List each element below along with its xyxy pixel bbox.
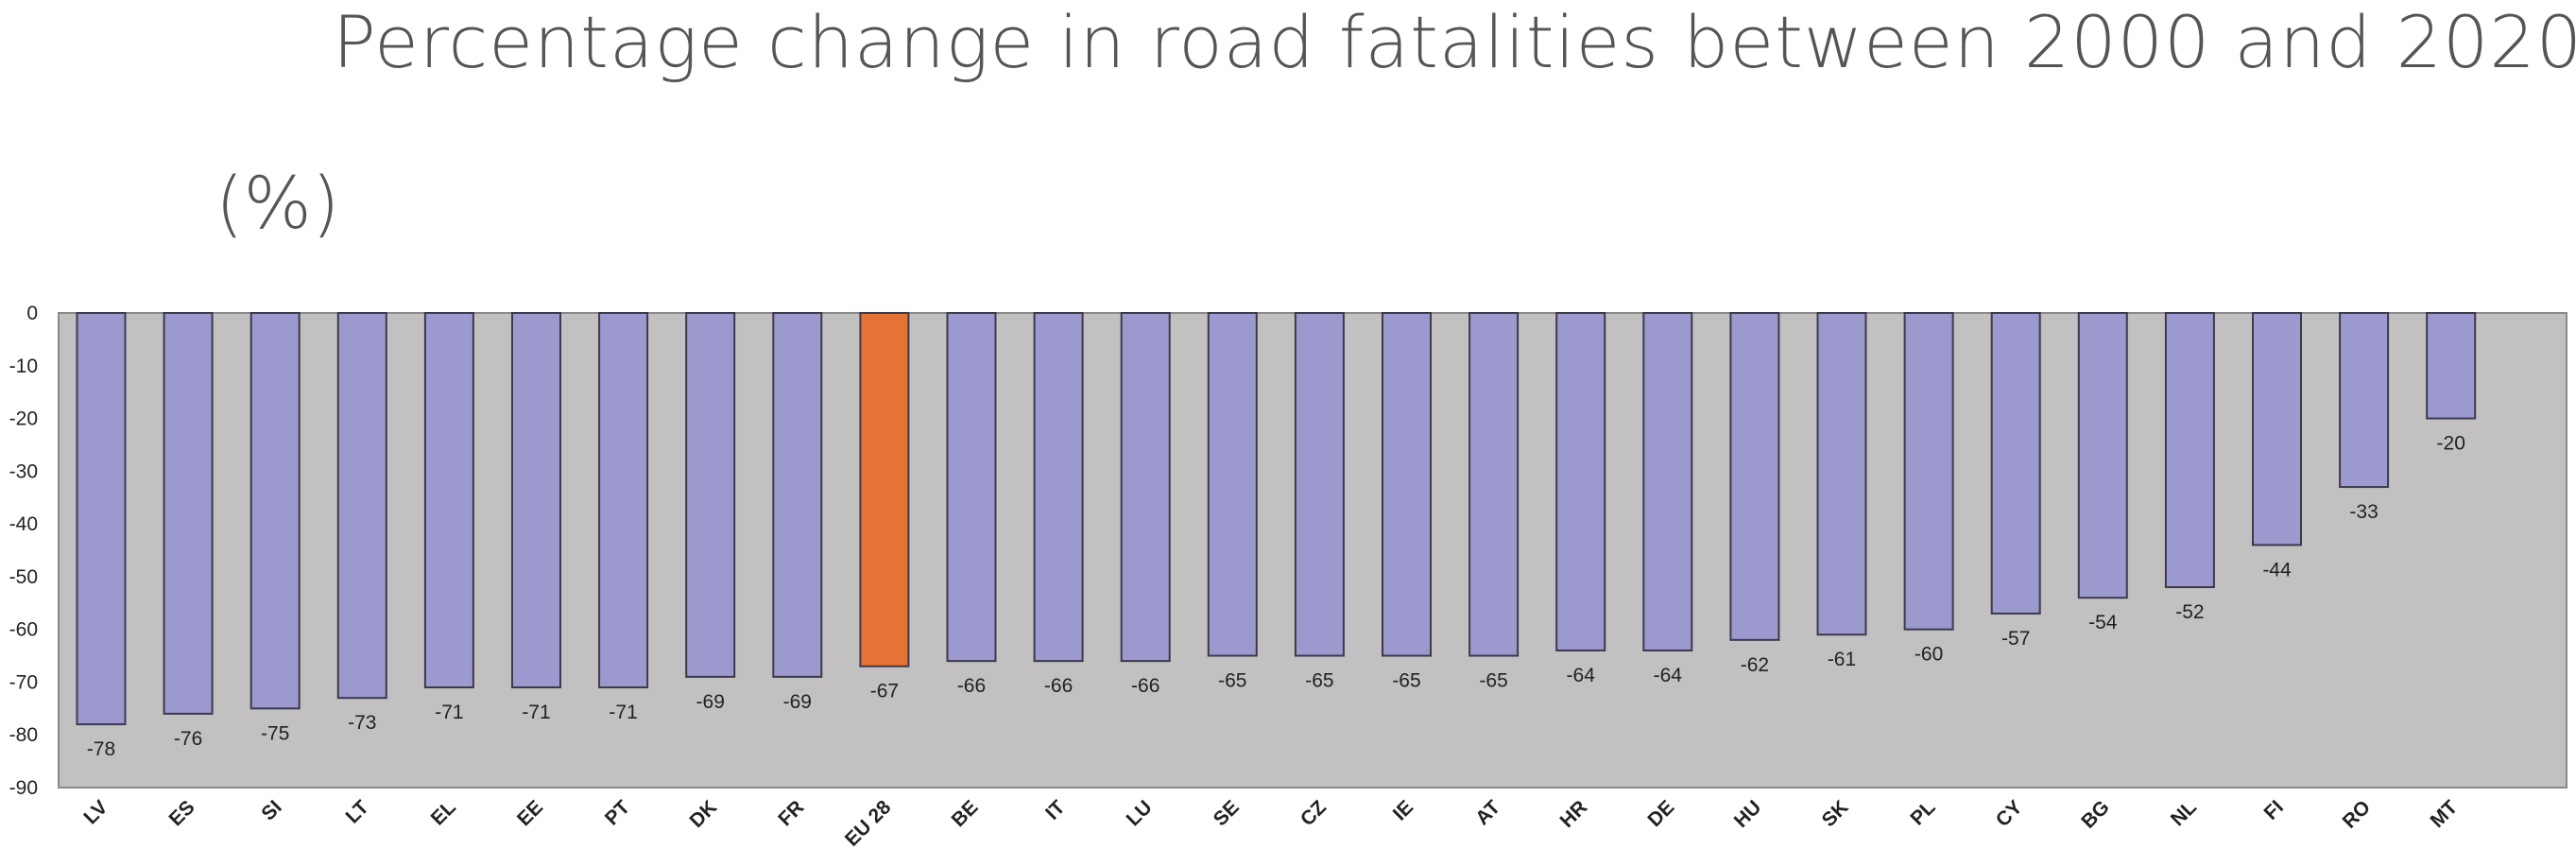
data-label: -65 <box>1392 670 1420 692</box>
category-label: AT <box>1471 796 1504 829</box>
data-label: -76 <box>174 728 202 750</box>
y-tick-label: -70 <box>9 671 38 693</box>
bar-de <box>1642 312 1693 651</box>
y-tick-label: -40 <box>9 513 38 535</box>
category-label: EE <box>513 796 547 830</box>
y-axis-unit-label: (%) <box>215 161 340 245</box>
bar-lv <box>76 312 127 726</box>
y-tick-label: -10 <box>9 355 38 377</box>
bar-cz <box>1294 312 1345 657</box>
data-label: -54 <box>2088 612 2118 633</box>
chart-title: Percentage change in road fatalities bet… <box>333 0 2576 84</box>
category-label: IE <box>1389 796 1417 824</box>
data-label: -71 <box>435 702 463 723</box>
category-label: LV <box>79 796 112 828</box>
data-label: -65 <box>1305 670 1333 692</box>
bar-pl <box>1903 312 1954 631</box>
data-label: -52 <box>2175 601 2204 623</box>
data-label: -57 <box>2001 628 2030 650</box>
category-label: ES <box>165 796 199 830</box>
data-label: -69 <box>696 691 725 713</box>
bar-bg <box>2077 312 2128 599</box>
bar-it <box>1033 312 1084 663</box>
bar-dk <box>685 312 736 678</box>
category-label: LU <box>1123 796 1157 830</box>
category-label: LT <box>342 796 373 827</box>
data-label: -73 <box>348 712 376 734</box>
category-label: SK <box>1818 796 1853 831</box>
y-tick-label: -20 <box>9 408 38 430</box>
data-label: -62 <box>1741 654 1769 676</box>
data-label: -69 <box>783 691 812 713</box>
data-label: -66 <box>1131 675 1159 697</box>
y-tick-label: -50 <box>9 566 38 588</box>
bar-eu-28 <box>859 312 910 668</box>
data-label: -67 <box>870 681 899 702</box>
category-label: BG <box>2077 796 2114 833</box>
category-label: HU <box>1730 796 1766 832</box>
category-label: CY <box>1992 796 2027 831</box>
category-label: HR <box>1556 796 1592 832</box>
data-label: -44 <box>2262 559 2292 581</box>
bar-ee <box>511 312 561 689</box>
category-label: NL <box>2167 796 2201 830</box>
data-label: -20 <box>2437 433 2465 455</box>
category-label: PL <box>1906 796 1939 829</box>
category-label: FI <box>2260 796 2288 824</box>
y-tick-label: -30 <box>9 460 38 482</box>
bar-be <box>946 312 997 663</box>
bar-lu <box>1120 312 1171 663</box>
data-label: -66 <box>1044 675 1073 697</box>
bar-hr <box>1555 312 1606 651</box>
bar-ro <box>2339 312 2390 489</box>
y-tick-label: -90 <box>9 777 38 799</box>
y-tick-label: -80 <box>9 724 38 746</box>
category-label: BE <box>948 796 983 831</box>
bar-cy <box>1990 312 2041 615</box>
y-tick-label: 0 <box>26 303 38 324</box>
data-label: -71 <box>609 702 637 723</box>
category-label: SI <box>257 796 285 824</box>
category-label: MT <box>2427 796 2463 832</box>
data-label: -78 <box>87 738 115 760</box>
data-label: -71 <box>522 702 550 723</box>
category-label: DE <box>1643 796 1678 831</box>
bar-el <box>423 312 474 689</box>
bar-nl <box>2164 312 2215 589</box>
data-label: -66 <box>957 675 986 697</box>
data-label: -64 <box>1567 665 1596 686</box>
bar-pt <box>598 312 649 689</box>
data-label: -61 <box>1828 649 1856 670</box>
category-label: FR <box>774 796 808 830</box>
category-label: EL <box>427 796 460 829</box>
category-label: SE <box>1210 796 1244 830</box>
bar-sk <box>1816 312 1867 636</box>
data-label: -64 <box>1654 665 1683 686</box>
category-label: DK <box>686 796 722 832</box>
bar-fi <box>2252 312 2302 546</box>
data-label: -75 <box>261 722 289 744</box>
bar-mt <box>2426 312 2477 420</box>
category-label: CZ <box>1297 796 1331 830</box>
data-label: -65 <box>1479 670 1507 692</box>
category-label: IT <box>1041 796 1070 824</box>
data-label: -33 <box>2349 501 2378 523</box>
category-label: PT <box>601 796 634 829</box>
bar-at <box>1468 312 1520 657</box>
bar-hu <box>1729 312 1780 641</box>
bar-ie <box>1382 312 1432 657</box>
y-tick-label: -60 <box>9 619 38 641</box>
bar-es <box>163 312 214 715</box>
category-label: EU 28 <box>841 796 896 851</box>
bar-si <box>249 312 301 710</box>
bar-se <box>1207 312 1258 657</box>
category-label: RO <box>2339 796 2376 833</box>
data-label: -60 <box>1915 644 1943 666</box>
bar-fr <box>772 312 823 678</box>
bar-lt <box>336 312 387 700</box>
data-label: -65 <box>1218 670 1246 692</box>
